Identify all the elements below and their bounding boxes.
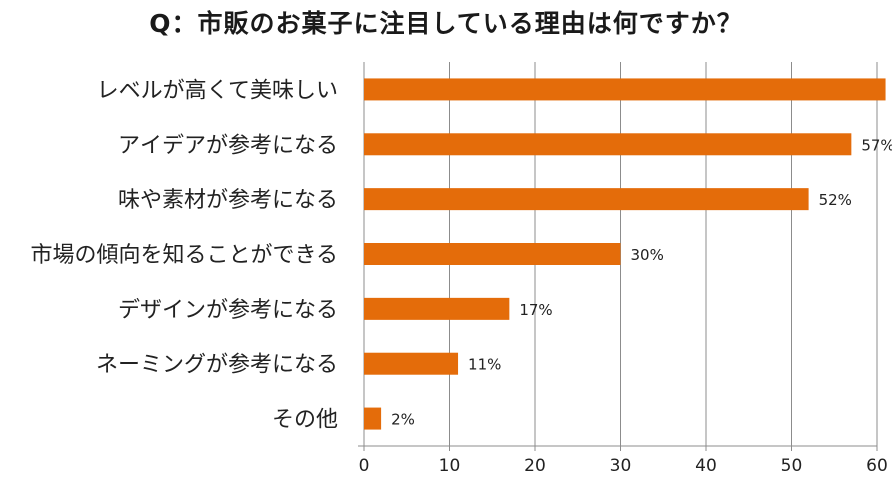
- x-tick-label: 10: [439, 456, 461, 476]
- bar: [364, 78, 886, 101]
- x-tick-label: 20: [524, 456, 546, 476]
- bar: [364, 133, 852, 156]
- value-label: 11%: [468, 356, 501, 374]
- chart-title: Q：市販のお菓子に注目している理由は何ですか？: [149, 9, 743, 38]
- bar: [364, 297, 510, 320]
- bar: [364, 243, 621, 265]
- bars: [364, 78, 886, 430]
- category-label: ネーミングが参考になる: [96, 353, 338, 378]
- category-label: レベルが高くて美味しい: [97, 78, 338, 103]
- x-tick-label: 30: [610, 456, 632, 476]
- x-tick-labels: 0 10 20 30 40 50 60: [359, 456, 888, 476]
- value-label: 17%: [519, 301, 552, 319]
- x-tick-label: 60: [866, 456, 888, 476]
- bar: [364, 352, 459, 375]
- x-tick-label: 50: [781, 456, 803, 476]
- x-tick-label: 0: [359, 456, 370, 476]
- category-label: デザインが参考になる: [118, 298, 338, 323]
- value-label: 30%: [631, 246, 664, 264]
- category-label: 味や素材が参考になる: [118, 188, 338, 213]
- value-labels: 61%57%52%30%17%11%2%: [391, 136, 892, 429]
- bar: [364, 407, 382, 430]
- bar: [364, 188, 809, 211]
- x-tick-label: 40: [695, 456, 717, 476]
- value-label: 52%: [819, 191, 852, 209]
- category-label: その他: [272, 408, 338, 433]
- value-label: 2%: [391, 411, 415, 429]
- category-label: アイデアが参考になる: [118, 133, 338, 158]
- category-label: 市場の傾向を知ることができる: [30, 243, 338, 268]
- category-labels: レベルが高くて美味しいアイデアが参考になる味や素材が参考になる市場の傾向を知るこ…: [30, 78, 338, 432]
- value-label: 57%: [861, 136, 892, 154]
